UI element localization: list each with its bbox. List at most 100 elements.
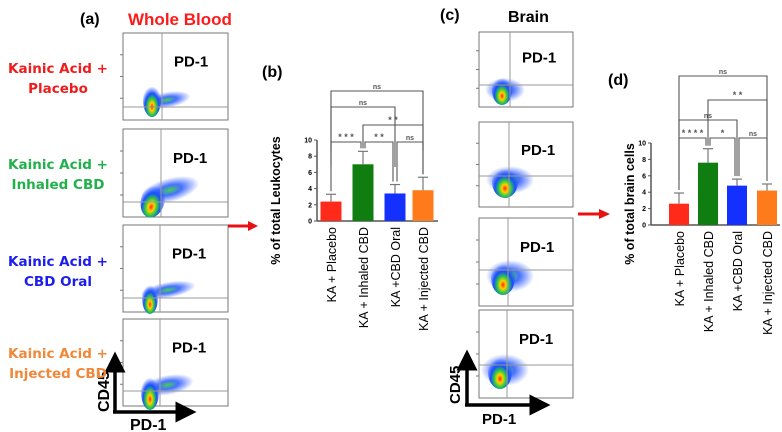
significance-bracket [330,106,396,167]
significance-label: * * [733,90,743,100]
plot-frame [122,128,229,218]
significance-label: ns [704,113,712,120]
significance-label: ns [406,135,414,142]
y-axis-label: % of total Leukocytes [269,136,283,265]
pd1-axis-label: PD-1 [130,417,167,432]
flow-cytometry-plot: PD-1 [120,128,229,218]
row-label-line1: Kainic Acid + [8,61,108,77]
gate-label: PD-1 [522,49,556,66]
category-label: KA + Placebo [673,231,687,306]
category-label: KA +CBD Oral [389,227,403,307]
brain-cells-bar-chart: 0 2 4 6 8 10 KA + Placebo KA + Inhaled CBD KA +C… [623,69,780,335]
cell-density-cluster [140,182,166,218]
plot-frame [478,217,574,307]
bar [727,185,747,225]
cell-density-cluster [492,75,512,105]
y-tick-label: 2 [308,202,312,209]
y-tick-label: 6 [308,170,312,177]
y-tick-label: 6 [642,173,646,180]
whole-blood-flow-plots: PD-1 PD-1 PD-1 PD-1 [120,32,229,410]
row-label-line1: Kainic Acid + [8,254,108,270]
panel-a-title: Whole Blood [128,10,232,29]
bar [698,162,718,225]
significance-label: ns [359,100,367,107]
category-label: KA + Injected CBD [417,227,431,331]
category-label: KA + Placebo [325,227,339,302]
row-label-line1: Kainic Acid + [8,346,108,362]
significance-label: ns [749,131,757,138]
cell-density-cluster [143,83,161,117]
bar [352,164,374,221]
gate-label: PD-1 [519,331,553,348]
bar [412,190,434,221]
y-tick-label: 0 [308,219,312,226]
flow-cytometry-plot: PD-1 [120,318,229,410]
significance-label: * * [388,115,398,125]
y-tick-label: 4 [308,186,312,193]
significance-bracket [738,137,768,181]
significance-label: * * * * [682,128,704,138]
significance-bracket [396,141,424,182]
flow-axes-a: CD45 PD-1 [96,351,197,432]
plot-frame [122,224,229,313]
flow-cytometry-plot: PD-1 [476,309,574,399]
y-tick-label: 10 [638,141,646,148]
bar [320,201,342,221]
category-label: KA + Inhaled CBD [357,227,371,328]
cell-density-cluster [141,374,159,410]
row-label-line2: Injected CBD [9,366,107,382]
row-label-line2: CBD Oral [24,274,92,290]
leukocytes-bar-chart: 0 2 4 6 8 10 KA + Placebo KA + Inhaled CBD KA +C… [269,84,438,331]
y-tick-label: 2 [642,206,646,213]
panel-b-label: (b) [262,64,282,81]
gate-label: PD-1 [172,245,206,262]
arrow-a-to-b [228,221,258,231]
y-tick-label: 8 [308,154,312,161]
category-label: KA + Inhaled CBD [702,231,716,332]
significance-bracket [709,137,736,177]
brain-flow-plots: PD-1 PD-1 PD-1 PD-1 [476,31,574,399]
panel-c-label: (c) [440,7,460,24]
panel-c-title: Brain [508,9,549,26]
significance-bracket [678,75,768,136]
bar [669,203,689,225]
cell-density-cluster [491,261,515,295]
bar [757,190,777,225]
cell-density-cluster [488,355,512,389]
cd45-axis-label: CD45 [96,371,113,412]
gate-label: PD-1 [173,150,207,167]
y-tick-label: 10 [304,138,312,145]
y-axis-label: % of total brain cells [623,143,637,265]
significance-label: * * [374,132,384,142]
row-label-oral: Kainic Acid + CBD Oral [2,252,114,292]
row-label-line1: Kainic Acid + [8,157,108,173]
cd45-axis-label: CD45 [447,366,464,404]
cell-density-cluster [492,166,518,198]
flow-cytometry-plot: PD-1 [476,31,574,108]
category-label: KA +CBD Oral [731,231,745,311]
gate-label: PD-1 [520,239,554,256]
row-label-line2: Placebo [28,81,88,97]
row-label-injected: Kainic Acid + Injected CBD [2,344,114,384]
flow-cytometry-plot: PD-1 [120,32,229,121]
bar [384,193,406,221]
significance-label: ns [719,69,727,76]
significance-bracket [364,141,394,182]
plot-frame [478,121,574,208]
flow-cytometry-plot: PD-1 [120,224,229,314]
y-tick-label: 4 [642,190,646,197]
gate-label: PD-1 [172,339,206,356]
pd1-axis-label: PD-1 [482,411,516,428]
significance-label: ns [373,84,381,91]
significance-label: * * * [338,132,354,142]
category-label: KA + Injected CBD [761,231,775,335]
significance-bracket [678,137,707,191]
row-label-line2: Inhaled CBD [11,177,105,193]
flow-cytometry-plot: PD-1 [476,217,574,307]
significance-label: * [721,128,725,138]
row-label-inhaled: Kainic Acid + Inhaled CBD [2,155,114,195]
flow-axes-c: CD45 PD-1 [447,349,551,428]
gate-label: PD-1 [174,53,208,70]
significance-bracket [707,99,768,160]
